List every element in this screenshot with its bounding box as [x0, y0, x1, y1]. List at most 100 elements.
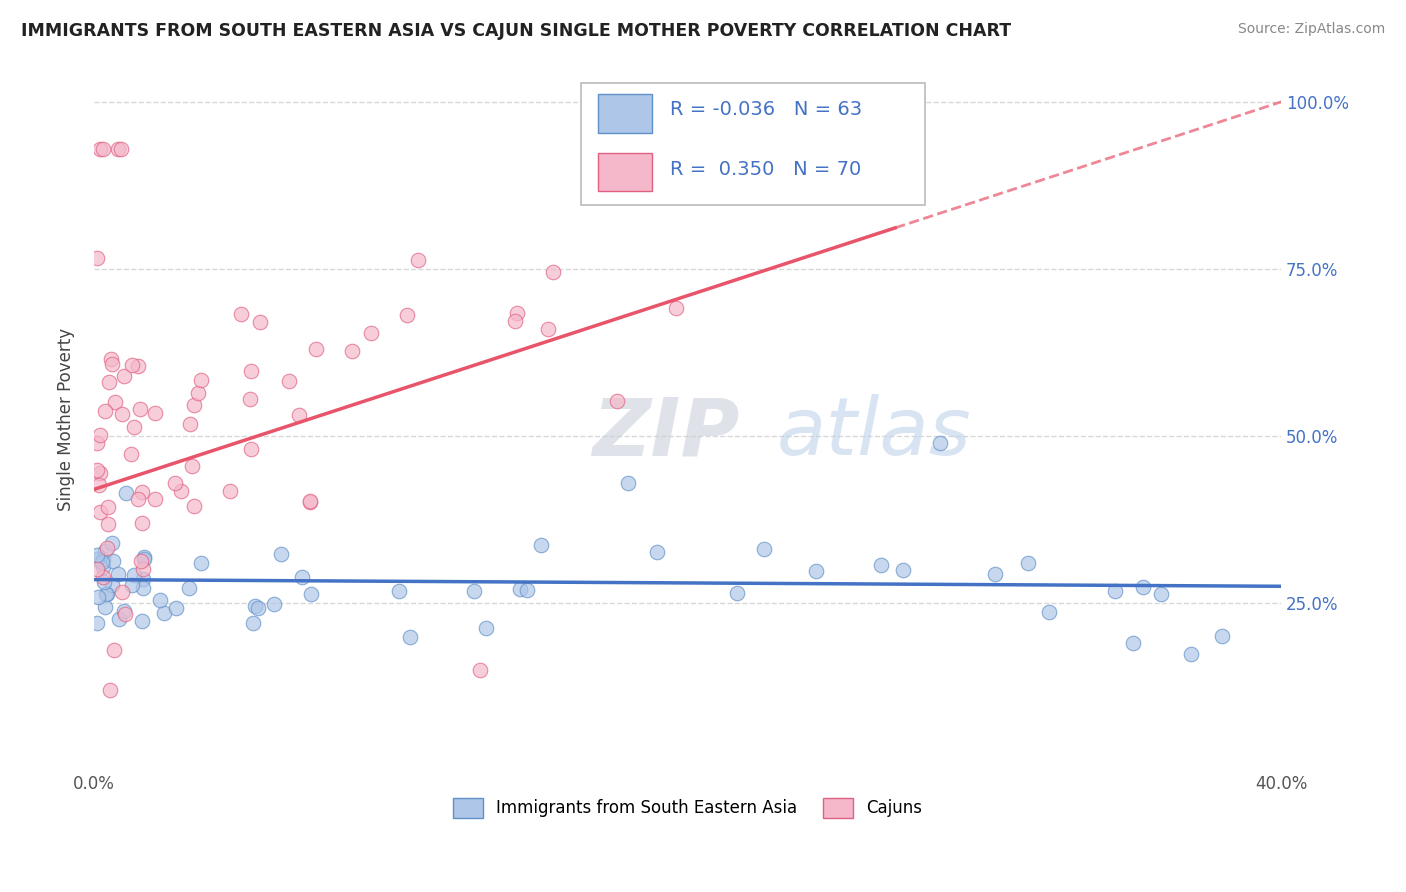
Point	[132, 551, 155, 566]
Point	[360, 326, 382, 341]
FancyBboxPatch shape	[581, 83, 925, 205]
Point	[112, 369, 135, 384]
Point	[103, 643, 125, 657]
Point	[127, 359, 149, 373]
Point	[112, 604, 135, 618]
Point	[124, 419, 146, 434]
Point	[91, 560, 114, 574]
Point	[89, 142, 111, 156]
Point	[149, 592, 172, 607]
Point	[107, 566, 129, 581]
Point	[218, 483, 240, 498]
Point	[107, 142, 129, 156]
Point	[132, 562, 155, 576]
Point	[187, 386, 209, 401]
Y-axis label: Single Mother Poverty: Single Mother Poverty	[58, 327, 75, 511]
Text: IMMIGRANTS FROM SOUTH EASTERN ASIA VS CAJUN SINGLE MOTHER POVERTY CORRELATION CH: IMMIGRANTS FROM SOUTH EASTERN ASIA VS CA…	[21, 22, 1011, 40]
Point	[89, 428, 111, 442]
Point	[247, 601, 270, 615]
Point	[89, 505, 111, 519]
Point	[229, 307, 252, 321]
Point	[179, 581, 201, 595]
Point	[114, 607, 136, 621]
Point	[754, 541, 776, 556]
Point	[86, 562, 108, 576]
FancyBboxPatch shape	[599, 153, 652, 191]
Point	[91, 142, 114, 156]
Point	[91, 555, 114, 569]
Point	[131, 572, 153, 586]
Point	[468, 663, 491, 677]
Point	[665, 301, 688, 316]
Point	[263, 597, 285, 611]
Point	[1038, 605, 1060, 619]
Point	[111, 584, 134, 599]
Point	[98, 682, 121, 697]
Point	[1211, 629, 1233, 643]
Point	[115, 485, 138, 500]
Point	[503, 314, 526, 328]
Legend: Immigrants from South Eastern Asia, Cajuns: Immigrants from South Eastern Asia, Caju…	[446, 791, 928, 825]
Point	[388, 583, 411, 598]
Point	[101, 357, 124, 371]
Point	[340, 343, 363, 358]
Point	[1149, 586, 1171, 600]
Point	[983, 566, 1005, 581]
Point	[287, 408, 309, 422]
Point	[97, 500, 120, 515]
Point	[243, 599, 266, 614]
Point	[645, 545, 668, 559]
Point	[1104, 583, 1126, 598]
Point	[145, 406, 167, 420]
Point	[530, 538, 553, 552]
Point	[127, 491, 149, 506]
Text: ZIP: ZIP	[592, 394, 740, 472]
Point	[239, 442, 262, 456]
Point	[305, 342, 328, 356]
Point	[94, 403, 117, 417]
Point	[100, 352, 122, 367]
Point	[91, 570, 114, 584]
Point	[103, 554, 125, 568]
Point	[509, 582, 531, 596]
Point	[143, 491, 166, 506]
Point	[299, 587, 322, 601]
Text: R = -0.036   N = 63: R = -0.036 N = 63	[669, 100, 862, 120]
Point	[1122, 636, 1144, 650]
Point	[1017, 556, 1039, 570]
Point	[183, 499, 205, 513]
Point	[928, 435, 950, 450]
Point	[86, 591, 108, 605]
Point	[96, 541, 118, 556]
Point	[120, 447, 142, 461]
Point	[190, 556, 212, 570]
Point	[122, 568, 145, 582]
Point	[93, 575, 115, 590]
Point	[239, 364, 262, 378]
Point	[606, 393, 628, 408]
Point	[406, 252, 429, 267]
Point	[299, 494, 322, 508]
Point	[516, 582, 538, 597]
Point	[134, 549, 156, 564]
Point	[179, 417, 201, 431]
Point	[804, 564, 827, 578]
Point	[101, 578, 124, 592]
Point	[153, 606, 176, 620]
Point	[599, 182, 621, 196]
Text: Source: ZipAtlas.com: Source: ZipAtlas.com	[1237, 22, 1385, 37]
Point	[242, 615, 264, 630]
Point	[536, 322, 558, 336]
Point	[870, 558, 893, 572]
Point	[111, 408, 134, 422]
Text: atlas: atlas	[776, 394, 972, 472]
Point	[121, 577, 143, 591]
Point	[131, 484, 153, 499]
Point	[277, 375, 299, 389]
Point	[180, 458, 202, 473]
Point	[110, 142, 132, 156]
Point	[725, 586, 748, 600]
Text: R =  0.350   N = 70: R = 0.350 N = 70	[669, 160, 860, 178]
Point	[86, 616, 108, 631]
Point	[165, 600, 187, 615]
